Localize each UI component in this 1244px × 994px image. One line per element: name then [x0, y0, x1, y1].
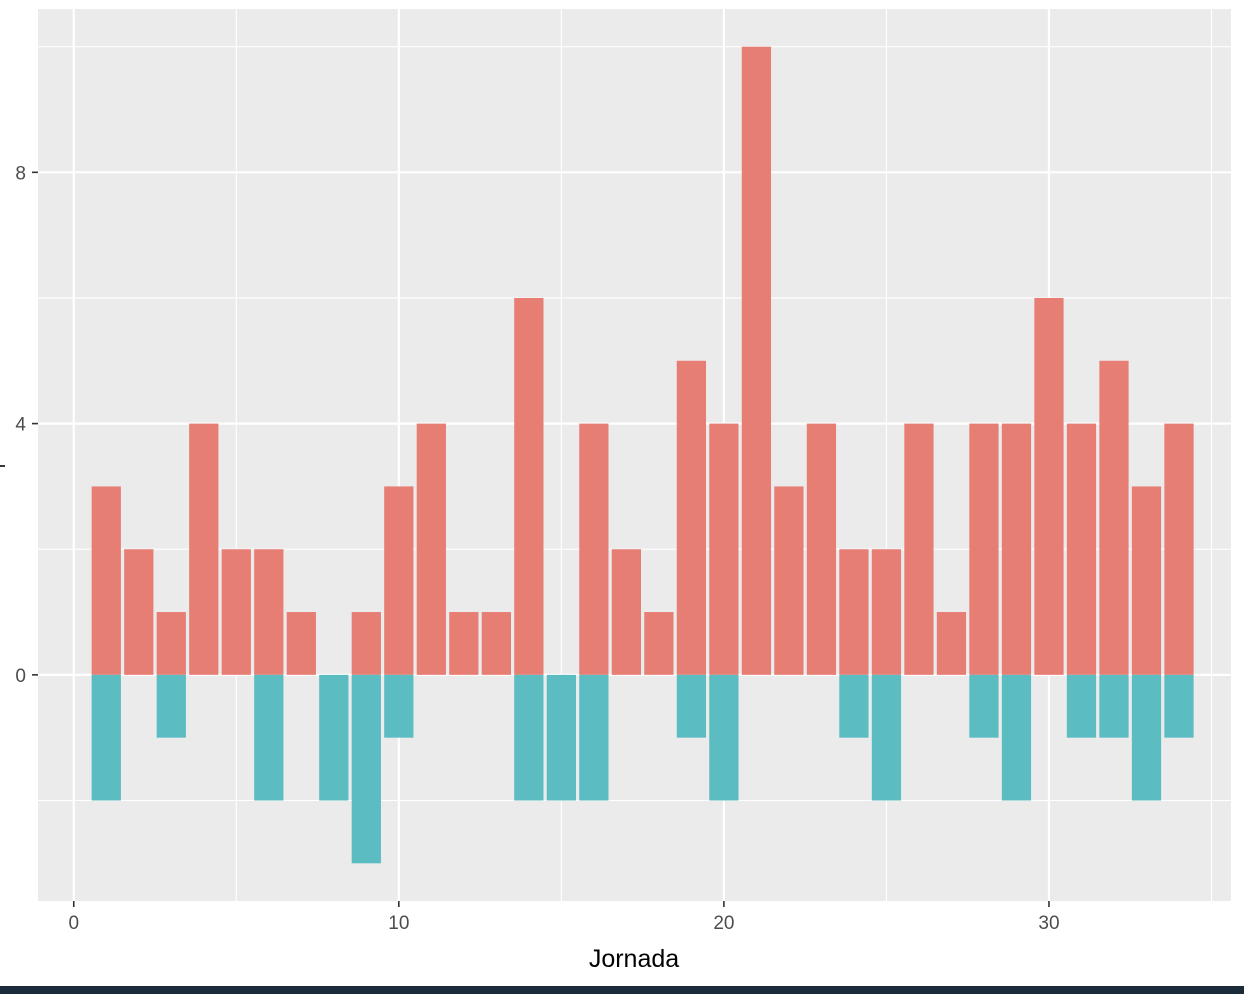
- bar-positive: [676, 360, 707, 675]
- bar-positive: [449, 612, 479, 675]
- bar-positive: [481, 612, 511, 675]
- bar-negative: [709, 674, 739, 801]
- bar-positive: [839, 549, 869, 675]
- x-tick-label: 30: [1038, 913, 1059, 934]
- y-tick-label: 4: [15, 415, 26, 436]
- bar-positive: [969, 423, 999, 675]
- bar-negative: [319, 674, 349, 801]
- bar-positive: [806, 423, 837, 675]
- bar-negative: [579, 674, 609, 801]
- bar-positive: [189, 423, 219, 675]
- bar-negative: [384, 674, 414, 738]
- bar-negative: [514, 674, 544, 801]
- bar-positive: [221, 549, 251, 675]
- bar-negative: [676, 674, 707, 738]
- bar-positive: [1066, 423, 1097, 675]
- bar-positive: [579, 423, 609, 675]
- bar-positive: [124, 549, 154, 675]
- bar-negative: [351, 674, 381, 864]
- x-tick-label: 0: [68, 913, 79, 934]
- y-tick-label: 0: [15, 666, 26, 687]
- axes: 0 10 20 30 0 4 8: [15, 163, 1059, 934]
- bar-negative: [1164, 674, 1194, 738]
- bar-positive: [254, 549, 284, 675]
- bar-negative: [1001, 674, 1032, 801]
- bar-positive: [1131, 486, 1162, 675]
- bar-negative: [839, 674, 869, 738]
- bar-positive: [384, 486, 414, 675]
- bar-positive: [904, 423, 934, 675]
- bar-positive: [774, 486, 804, 675]
- window-bottom-border: [0, 986, 1244, 994]
- x-axis-title: Jornada: [589, 945, 679, 973]
- bar-positive: [871, 549, 902, 675]
- y-axis-title: l: [0, 464, 9, 468]
- x-tick-label: 10: [388, 913, 409, 934]
- x-tick-label: 20: [713, 913, 734, 934]
- bar-positive: [1099, 360, 1129, 675]
- bar-positive: [156, 612, 186, 675]
- y-tick-label: 8: [15, 163, 26, 184]
- bar-negative: [1099, 674, 1129, 738]
- bar-positive: [286, 612, 316, 675]
- bar-positive: [1001, 423, 1032, 675]
- bar-negative: [254, 674, 284, 801]
- bar-positive: [644, 612, 674, 675]
- bar-positive: [1164, 423, 1194, 675]
- bar-positive: [1034, 297, 1064, 675]
- bar-negative: [969, 674, 999, 738]
- bar-positive: [611, 549, 642, 675]
- bar-positive: [351, 612, 381, 675]
- bar-positive: [709, 423, 739, 675]
- bar-positive: [514, 297, 544, 675]
- bars: [91, 46, 1194, 864]
- bar-negative: [1066, 674, 1097, 738]
- bar-positive: [416, 423, 446, 675]
- bar-negative: [1131, 674, 1162, 801]
- bar-negative: [546, 674, 576, 801]
- bar-positive: [91, 486, 121, 675]
- bar-negative: [91, 674, 121, 801]
- bar-negative: [156, 674, 186, 738]
- bar-negative: [871, 674, 902, 801]
- bar-positive: [741, 46, 772, 675]
- bar-positive: [936, 612, 967, 675]
